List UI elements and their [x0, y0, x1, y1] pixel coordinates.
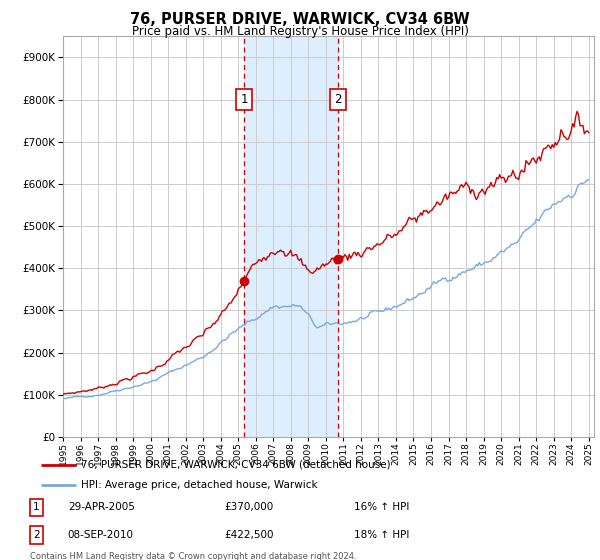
- Text: 18% ↑ HPI: 18% ↑ HPI: [354, 530, 409, 540]
- Text: 08-SEP-2010: 08-SEP-2010: [68, 530, 134, 540]
- Text: £422,500: £422,500: [224, 530, 274, 540]
- Text: 29-APR-2005: 29-APR-2005: [68, 502, 134, 512]
- Text: 2: 2: [33, 530, 40, 540]
- Text: 1: 1: [240, 93, 248, 106]
- Text: 76, PURSER DRIVE, WARWICK, CV34 6BW (detached house): 76, PURSER DRIVE, WARWICK, CV34 6BW (det…: [82, 460, 391, 470]
- Text: HPI: Average price, detached house, Warwick: HPI: Average price, detached house, Warw…: [82, 480, 318, 490]
- Text: Price paid vs. HM Land Registry's House Price Index (HPI): Price paid vs. HM Land Registry's House …: [131, 25, 469, 38]
- Text: 16% ↑ HPI: 16% ↑ HPI: [354, 502, 409, 512]
- Bar: [244, 36, 338, 437]
- Text: 1: 1: [33, 502, 40, 512]
- Text: Contains HM Land Registry data © Crown copyright and database right 2024.
This d: Contains HM Land Registry data © Crown c…: [30, 552, 356, 560]
- Text: £370,000: £370,000: [224, 502, 274, 512]
- Text: 76, PURSER DRIVE, WARWICK, CV34 6BW: 76, PURSER DRIVE, WARWICK, CV34 6BW: [130, 12, 470, 27]
- Text: 2: 2: [334, 93, 342, 106]
